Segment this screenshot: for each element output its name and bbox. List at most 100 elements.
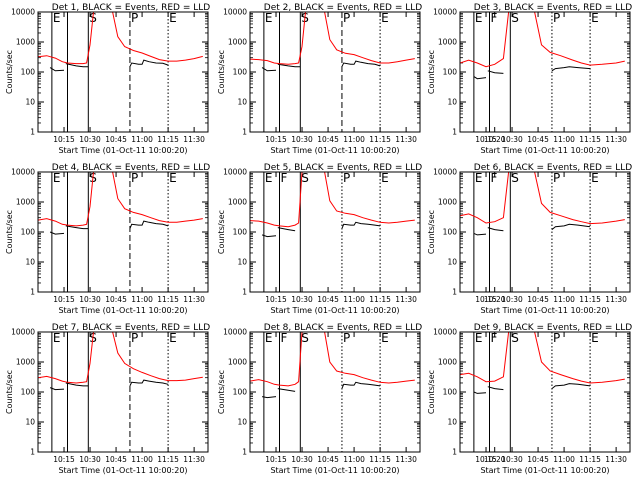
detector-panel-2: Det 2, BLACK = Events, RED = LLD Counts/s… xyxy=(217,3,422,155)
x-axis-label: Start Time (01-Oct-11 10:00:20) xyxy=(58,306,187,315)
events-series-line xyxy=(341,221,381,229)
y-tick-label: 1000 xyxy=(438,198,457,207)
x-tick-label: 10:45 xyxy=(317,295,339,304)
plot-frame xyxy=(249,171,421,293)
x-tick-label: 11:30 xyxy=(605,295,627,304)
x-tick-label: 11:00 xyxy=(131,295,153,304)
y-tick-label: 1000 xyxy=(438,358,457,367)
events-series-line xyxy=(341,381,381,389)
x-tick-label: 11:00 xyxy=(343,135,365,144)
event-marker-label: E xyxy=(53,11,61,25)
event-marker-label: F xyxy=(280,171,287,185)
lld-series-line xyxy=(324,12,415,64)
x-tick-label: 10:20 xyxy=(484,135,506,144)
x-tick-label: 10:15 xyxy=(475,455,497,464)
x-tick-label: 10:30 xyxy=(79,295,101,304)
event-marker-label: E xyxy=(53,171,61,185)
y-tick-label: 1 xyxy=(452,288,457,297)
event-marker-label: E xyxy=(169,331,177,345)
event-marker-label: P xyxy=(131,171,138,185)
plot-frame xyxy=(459,11,631,133)
x-axis-label: Start Time (01-Oct-11 10:00:20) xyxy=(480,306,609,315)
events-series-line xyxy=(551,223,591,230)
y-tick-label: 100 xyxy=(233,388,248,397)
events-series-line xyxy=(129,379,169,387)
y-tick-label: 100 xyxy=(21,228,36,237)
y-axis-label: Counts/sec xyxy=(427,50,436,94)
y-axis-label: Counts/sec xyxy=(5,370,14,414)
event-marker-label: E xyxy=(169,171,177,185)
x-tick-label: 10:15 xyxy=(265,295,287,304)
x-tick-label: 10:45 xyxy=(105,295,127,304)
x-tick-label: 11:00 xyxy=(131,135,153,144)
x-axis-label: Start Time (01-Oct-11 10:00:20) xyxy=(270,146,399,155)
y-tick-label: 100 xyxy=(233,228,248,237)
events-series-line xyxy=(49,67,65,72)
y-tick-label: 10 xyxy=(447,98,457,107)
x-tick-label: 10:45 xyxy=(105,455,127,464)
events-series-line xyxy=(65,225,89,230)
plot-frame xyxy=(249,331,421,453)
lld-series-line xyxy=(112,332,203,382)
x-tick-label: 11:00 xyxy=(553,455,575,464)
y-tick-label: 10000 xyxy=(223,8,247,17)
events-series-line xyxy=(65,63,89,68)
event-marker-label: E xyxy=(475,11,483,25)
x-tick-label: 10:45 xyxy=(105,135,127,144)
x-tick-label: 10:15 xyxy=(475,135,497,144)
lld-series-line xyxy=(534,12,625,66)
x-tick-label: 11:30 xyxy=(395,135,417,144)
detector-panel-8: Det 8, BLACK = Events, RED = LLD Counts/s… xyxy=(217,323,422,475)
panel-title: Det 3, BLACK = Events, RED = LLD xyxy=(474,3,633,13)
y-tick-label: 1000 xyxy=(228,198,247,207)
event-marker-label: E xyxy=(591,171,599,185)
lld-series-line xyxy=(460,12,510,68)
event-marker-label: E xyxy=(591,11,599,25)
events-series-line xyxy=(341,60,381,67)
x-tick-label: 10:30 xyxy=(291,295,313,304)
x-tick-label: 10:15 xyxy=(53,295,75,304)
event-marker-label: P xyxy=(553,331,560,345)
y-tick-label: 1000 xyxy=(16,38,35,47)
y-tick-label: 1 xyxy=(242,448,247,457)
x-tick-label: 11:00 xyxy=(343,455,365,464)
y-tick-label: 1000 xyxy=(228,358,247,367)
y-tick-label: 10000 xyxy=(433,328,457,337)
lld-series-line xyxy=(324,332,415,384)
event-marker-label: F xyxy=(280,331,287,345)
event-marker-label: P xyxy=(343,171,350,185)
x-axis-label: Start Time (01-Oct-11 10:00:20) xyxy=(480,466,609,475)
event-marker-label: E xyxy=(265,171,273,185)
y-axis-label: Counts/sec xyxy=(217,50,226,94)
x-tick-label: 11:30 xyxy=(183,135,205,144)
lld-series-line xyxy=(250,332,303,387)
x-tick-label: 11:15 xyxy=(579,135,601,144)
y-axis-label: Counts/sec xyxy=(5,210,14,254)
events-series-line xyxy=(551,383,591,389)
x-axis-label: Start Time (01-Oct-11 10:00:20) xyxy=(480,146,609,155)
x-tick-label: 11:15 xyxy=(369,455,391,464)
event-marker-label: S xyxy=(511,171,519,185)
detector-panel-9: Det 9, BLACK = Events, RED = LLD Counts/s… xyxy=(427,323,632,475)
plot-frame xyxy=(459,331,631,453)
detector-panel-1: Det 1, BLACK = Events, RED = LLD Counts/s… xyxy=(5,3,210,155)
x-tick-label: 10:30 xyxy=(291,135,313,144)
events-series-line xyxy=(487,386,504,391)
y-axis-label: Counts/sec xyxy=(217,370,226,414)
y-tick-label: 100 xyxy=(233,68,248,77)
event-marker-label: E xyxy=(381,171,389,185)
detector-panel-7: Det 7, BLACK = Events, RED = LLD Counts/s… xyxy=(5,323,210,475)
x-tick-label: 10:45 xyxy=(317,135,339,144)
x-tick-label: 11:15 xyxy=(157,455,179,464)
lld-series-line xyxy=(324,172,415,224)
x-tick-label: 10:30 xyxy=(501,135,523,144)
panel-title: Det 8, BLACK = Events, RED = LLD xyxy=(264,323,423,333)
x-tick-label: 10:45 xyxy=(317,455,339,464)
y-tick-label: 1 xyxy=(452,448,457,457)
x-tick-label: 10:15 xyxy=(265,455,287,464)
lld-series-line xyxy=(38,12,94,65)
events-series-line xyxy=(487,227,504,232)
x-tick-label: 11:15 xyxy=(157,135,179,144)
lld-series-line xyxy=(534,332,625,384)
x-axis-label: Start Time (01-Oct-11 10:00:20) xyxy=(58,146,187,155)
